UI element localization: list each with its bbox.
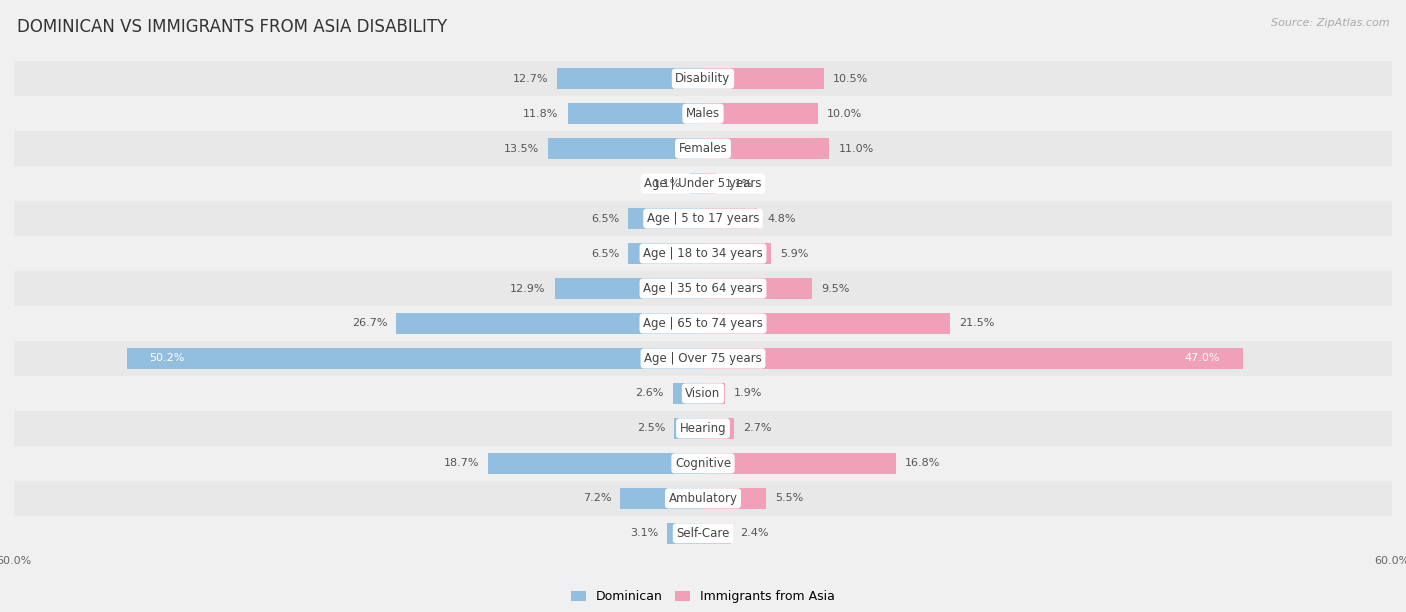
Text: 2.6%: 2.6% xyxy=(636,389,664,398)
Bar xyxy=(14,411,1392,446)
Text: 1.9%: 1.9% xyxy=(734,389,762,398)
Bar xyxy=(703,68,824,89)
Text: 47.0%: 47.0% xyxy=(1184,354,1219,364)
Text: Disability: Disability xyxy=(675,72,731,85)
Text: Age | Over 75 years: Age | Over 75 years xyxy=(644,352,762,365)
Bar xyxy=(14,271,1392,306)
Text: 4.8%: 4.8% xyxy=(768,214,796,223)
Bar xyxy=(548,138,703,159)
Bar xyxy=(703,523,731,544)
Text: 11.0%: 11.0% xyxy=(838,144,873,154)
Text: Age | 18 to 34 years: Age | 18 to 34 years xyxy=(643,247,763,260)
Bar xyxy=(557,68,703,89)
Text: 18.7%: 18.7% xyxy=(444,458,479,468)
Bar xyxy=(396,313,703,334)
Text: 2.7%: 2.7% xyxy=(744,424,772,433)
Bar xyxy=(14,61,1392,96)
Text: 16.8%: 16.8% xyxy=(905,458,941,468)
Bar xyxy=(628,243,703,264)
Bar xyxy=(703,278,813,299)
Text: 50.2%: 50.2% xyxy=(149,354,186,364)
Text: Age | 35 to 64 years: Age | 35 to 64 years xyxy=(643,282,763,295)
Bar xyxy=(703,453,896,474)
Bar xyxy=(673,383,703,404)
Bar xyxy=(703,138,830,159)
Bar xyxy=(488,453,703,474)
Bar xyxy=(14,446,1392,481)
Bar xyxy=(703,418,734,439)
Text: 7.2%: 7.2% xyxy=(582,493,612,503)
Bar xyxy=(127,348,703,369)
Text: Age | Under 5 years: Age | Under 5 years xyxy=(644,177,762,190)
Bar xyxy=(555,278,703,299)
Text: 10.0%: 10.0% xyxy=(827,109,862,119)
Text: 2.5%: 2.5% xyxy=(637,424,665,433)
Bar xyxy=(703,208,758,229)
Text: 6.5%: 6.5% xyxy=(591,214,619,223)
Text: 1.1%: 1.1% xyxy=(652,179,681,188)
Text: Age | 5 to 17 years: Age | 5 to 17 years xyxy=(647,212,759,225)
Bar xyxy=(14,341,1392,376)
Text: 2.4%: 2.4% xyxy=(740,528,768,539)
Bar xyxy=(14,516,1392,551)
Bar xyxy=(690,173,703,194)
Text: 11.8%: 11.8% xyxy=(523,109,558,119)
Bar xyxy=(703,243,770,264)
Text: Vision: Vision xyxy=(685,387,721,400)
Text: Ambulatory: Ambulatory xyxy=(668,492,738,505)
Text: Females: Females xyxy=(679,142,727,155)
Bar xyxy=(14,201,1392,236)
Bar xyxy=(703,383,725,404)
Bar xyxy=(568,103,703,124)
Text: Age | 65 to 74 years: Age | 65 to 74 years xyxy=(643,317,763,330)
Bar xyxy=(620,488,703,509)
Bar xyxy=(14,306,1392,341)
Bar xyxy=(703,103,818,124)
Bar xyxy=(14,376,1392,411)
Text: Self-Care: Self-Care xyxy=(676,527,730,540)
Bar xyxy=(14,166,1392,201)
Bar xyxy=(703,313,950,334)
Bar xyxy=(703,348,1243,369)
Text: DOMINICAN VS IMMIGRANTS FROM ASIA DISABILITY: DOMINICAN VS IMMIGRANTS FROM ASIA DISABI… xyxy=(17,18,447,36)
Text: 10.5%: 10.5% xyxy=(832,73,868,84)
Bar xyxy=(675,418,703,439)
Text: 9.5%: 9.5% xyxy=(821,283,849,294)
Text: 13.5%: 13.5% xyxy=(503,144,538,154)
Bar xyxy=(14,96,1392,131)
Bar xyxy=(628,208,703,229)
Bar xyxy=(14,236,1392,271)
Text: 12.7%: 12.7% xyxy=(513,73,548,84)
Text: Hearing: Hearing xyxy=(679,422,727,435)
Text: 6.5%: 6.5% xyxy=(591,248,619,258)
Text: 12.9%: 12.9% xyxy=(510,283,546,294)
Bar xyxy=(703,488,766,509)
Text: 5.9%: 5.9% xyxy=(780,248,808,258)
Bar xyxy=(703,173,716,194)
Text: 3.1%: 3.1% xyxy=(630,528,658,539)
Text: 26.7%: 26.7% xyxy=(352,318,387,329)
Text: 5.5%: 5.5% xyxy=(775,493,804,503)
Text: 1.1%: 1.1% xyxy=(725,179,754,188)
Bar xyxy=(668,523,703,544)
Bar xyxy=(14,481,1392,516)
Legend: Dominican, Immigrants from Asia: Dominican, Immigrants from Asia xyxy=(565,585,841,608)
Text: Cognitive: Cognitive xyxy=(675,457,731,470)
Text: Males: Males xyxy=(686,107,720,120)
Bar xyxy=(14,131,1392,166)
Text: Source: ZipAtlas.com: Source: ZipAtlas.com xyxy=(1271,18,1389,28)
Text: 21.5%: 21.5% xyxy=(959,318,994,329)
